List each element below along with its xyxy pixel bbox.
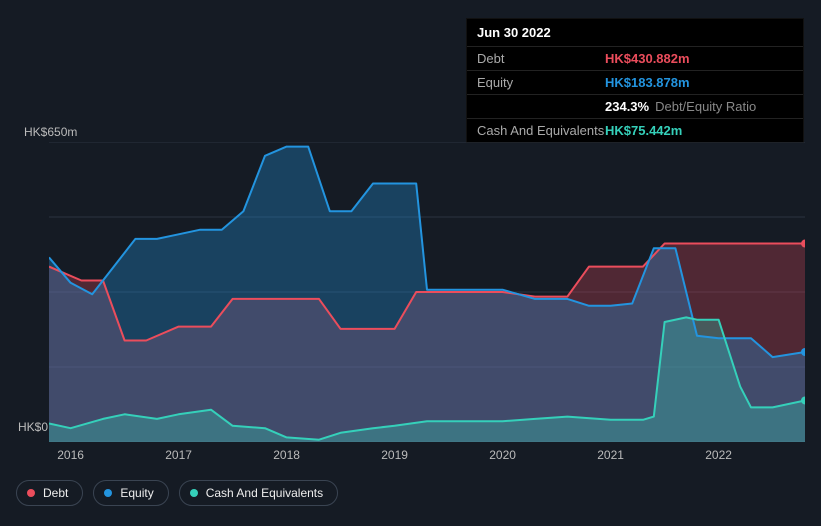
tooltip-row-label: Debt [477,51,605,66]
tooltip-row-extra: Debt/Equity Ratio [655,99,756,114]
tooltip-date: Jun 30 2022 [467,19,803,47]
tooltip-row-label: Equity [477,75,605,90]
x-axis-label: 2022 [705,448,732,462]
x-axis: 2016 2017 2018 2019 2020 2021 2022 [49,448,805,468]
tooltip-row-value: 234.3% [605,99,649,114]
tooltip-row-value: HK$183.878m [605,75,690,90]
x-axis-label: 2021 [597,448,624,462]
legend-dot-icon [27,489,35,497]
x-axis-label: 2016 [57,448,84,462]
y-axis-max-label: HK$650m [24,125,77,139]
legend-label: Debt [43,486,68,500]
x-axis-label: 2020 [489,448,516,462]
chart-plot-area[interactable] [49,142,805,442]
chart-svg [49,142,805,442]
tooltip-row: Cash And EquivalentsHK$75.442m [467,119,803,142]
x-axis-label: 2018 [273,448,300,462]
legend: Debt Equity Cash And Equivalents [16,480,338,506]
legend-dot-icon [104,489,112,497]
tooltip-row: DebtHK$430.882m [467,47,803,71]
x-axis-label: 2017 [165,448,192,462]
tooltip-row-label: Cash And Equivalents [477,123,605,138]
x-axis-label: 2019 [381,448,408,462]
legend-label: Equity [120,486,153,500]
legend-item-debt[interactable]: Debt [16,480,83,506]
legend-item-equity[interactable]: Equity [93,480,168,506]
legend-item-cash[interactable]: Cash And Equivalents [179,480,338,506]
chart-container: { "tooltip": { "date": "Jun 30 2022", "r… [0,0,821,526]
legend-label: Cash And Equivalents [206,486,323,500]
y-axis-zero-label: HK$0 [18,420,48,434]
tooltip-row: EquityHK$183.878m [467,71,803,95]
legend-dot-icon [190,489,198,497]
chart-tooltip: Jun 30 2022 DebtHK$430.882mEquityHK$183.… [466,18,804,143]
tooltip-row: 234.3% Debt/Equity Ratio [467,95,803,119]
tooltip-row-value: HK$75.442m [605,123,682,138]
tooltip-row-value: HK$430.882m [605,51,690,66]
